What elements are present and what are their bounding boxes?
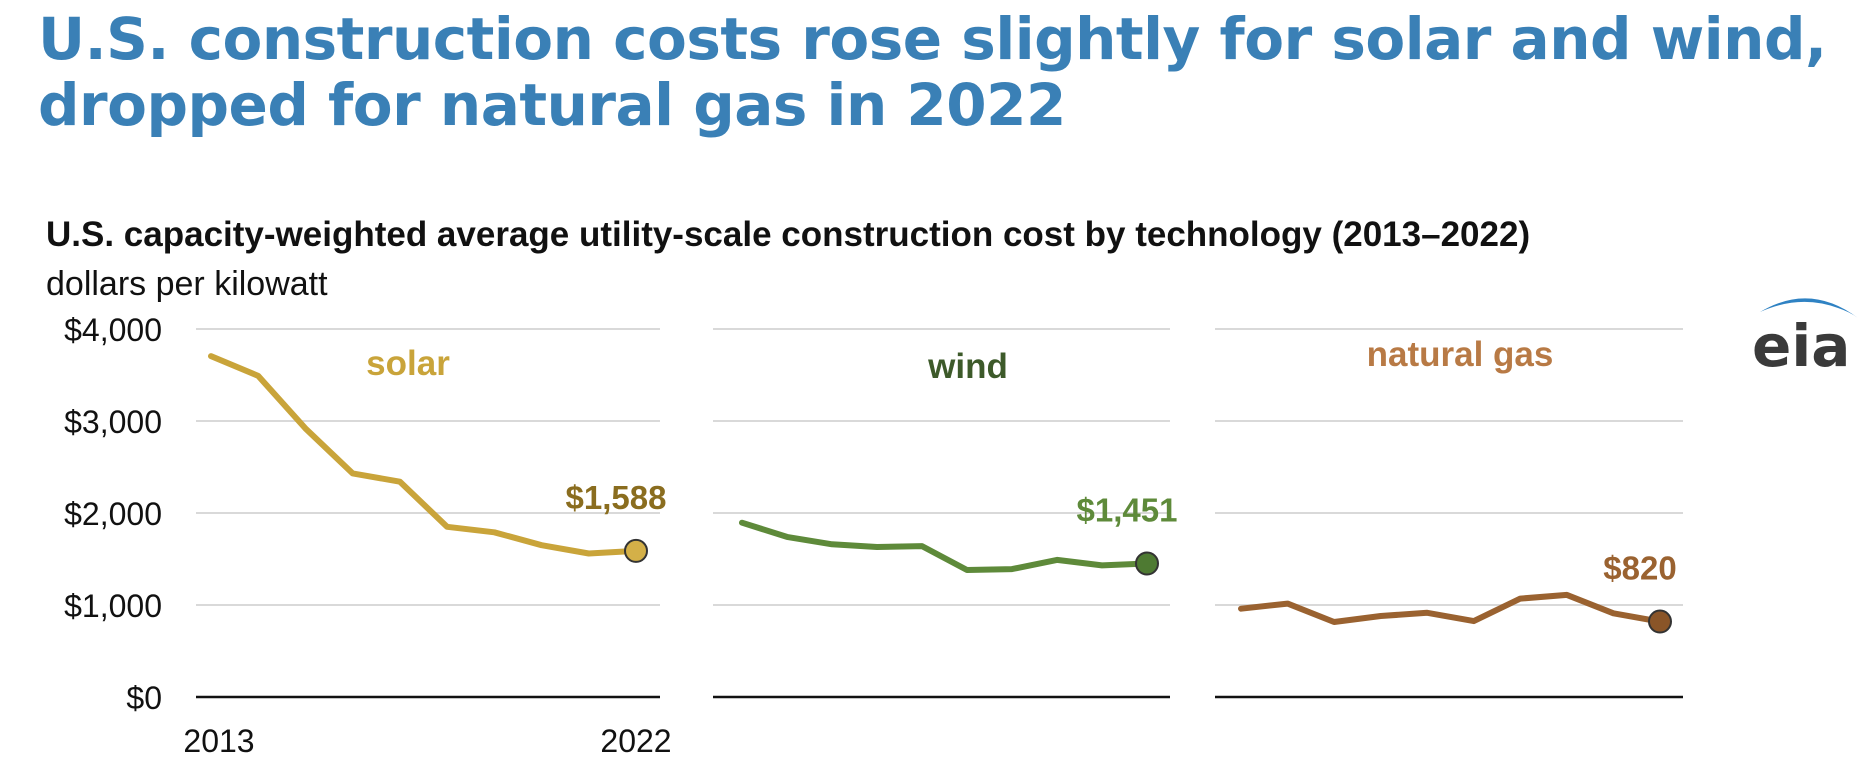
y-tick-label: $1,000	[64, 588, 162, 624]
y-tick-label: $3,000	[64, 404, 162, 440]
series-line-solar	[208, 353, 639, 557]
end-point-marker	[624, 538, 648, 563]
end-value-label: $820	[1603, 550, 1676, 587]
y-tick-label: $2,000	[64, 496, 162, 532]
y-tick-label: $4,000	[64, 312, 162, 348]
series-line-wind	[739, 519, 1150, 573]
chart-title: U.S. capacity-weighted average utility-s…	[46, 215, 1531, 254]
headline: U.S. construction costs rose slightly fo…	[38, 6, 1827, 138]
series-label: natural gas	[1367, 335, 1554, 374]
eia-logo-swoosh	[1760, 298, 1858, 318]
x-tick-label: 2013	[183, 723, 254, 759]
end-point-marker	[1648, 609, 1672, 634]
end-point-marker	[1135, 551, 1159, 576]
series-label: wind	[927, 347, 1008, 386]
headline-line-2: dropped for natural gas in 2022	[38, 71, 1066, 139]
end-value-label: $1,451	[1077, 492, 1178, 529]
headline-line-1: U.S. construction costs rose slightly fo…	[38, 5, 1827, 73]
eia-logo: eia	[1740, 290, 1863, 390]
x-tick-label: 2022	[600, 723, 671, 759]
eia-logo-text: eia	[1752, 312, 1850, 380]
y-tick-label: $0	[126, 680, 162, 716]
end-value-label: $1,588	[566, 479, 667, 516]
series-line-natural-gas	[1238, 591, 1663, 625]
y-axis-unit-label: dollars per kilowatt	[46, 265, 328, 303]
series-label: solar	[366, 344, 450, 383]
eia-logo-icon: eia	[1752, 298, 1858, 380]
